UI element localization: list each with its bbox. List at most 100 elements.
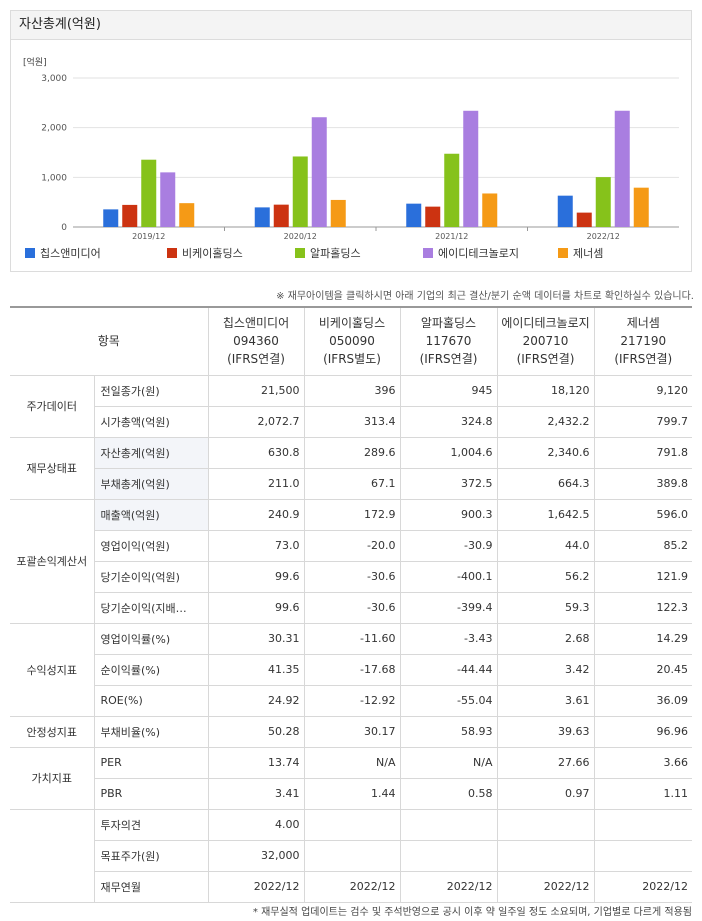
value-cell: 1.11 [594, 778, 692, 810]
company-basis: (IFRS별도) [323, 352, 381, 367]
value-cell: 24.92 [208, 685, 305, 717]
value-cell: N/A [304, 747, 401, 779]
value-cell: -30.6 [304, 592, 401, 624]
value-cell: -400.1 [400, 561, 498, 593]
legend-swatch [167, 248, 177, 258]
asset-bar-chart: [억원] 0 1,000 2,000 3,000 2019/12 2020/12 2021/1… [23, 56, 679, 260]
bar [425, 206, 441, 227]
company-header[interactable]: 제너셈 217190 (IFRS연결) [594, 307, 692, 376]
value-cell: 9,120 [594, 375, 692, 407]
legend-swatch [558, 248, 568, 258]
value-cell: 372.5 [400, 468, 498, 500]
item-label[interactable]: PER [94, 747, 209, 779]
table-row: 부채총계(억원) 211.0 67.1 372.5 664.3 389.8 [10, 468, 692, 500]
value-cell: 0.97 [497, 778, 595, 810]
value-cell: 3.66 [594, 747, 692, 779]
value-cell: 211.0 [208, 468, 305, 500]
table-row: PBR 3.41 1.44 0.58 0.97 1.11 [10, 778, 692, 810]
category-cell: 재무상태표 [10, 437, 95, 500]
table-header-row: 항목 칩스앤미디어 094360 (IFRS연결) 비케이홀딩스 050090 (IFRS… [10, 307, 692, 376]
value-cell: 3.41 [208, 778, 305, 810]
x-tick-label: 2022/12 [587, 232, 620, 241]
item-label[interactable]: 영업이익(억원) [94, 530, 209, 562]
item-label[interactable]: 목표주가(원) [94, 840, 209, 872]
value-cell: 122.3 [594, 592, 692, 624]
company-basis: (IFRS연결) [227, 352, 285, 367]
table-row: 영업이익(억원) 73.0 -20.0 -30.9 44.0 85.2 [10, 530, 692, 562]
value-cell: 2,072.7 [208, 406, 305, 438]
value-cell: 630.8 [208, 437, 305, 469]
company-header[interactable]: 칩스앤미디어 094360 (IFRS연결) [208, 307, 305, 376]
item-label[interactable]: 시가총액(억원) [94, 406, 209, 438]
bar [633, 187, 649, 227]
item-label[interactable]: ROE(%) [94, 685, 209, 717]
table-row: 재무상태표 자산총계(억원) 630.8 289.6 1,004.6 2,340.6 791… [10, 437, 692, 500]
chart-title: 자산총계(억원) [11, 11, 691, 40]
item-label[interactable]: 투자의견 [94, 809, 209, 841]
item-label[interactable]: 부채비율(%) [94, 716, 209, 748]
category-cell [10, 809, 95, 903]
bar [122, 204, 138, 227]
item-label[interactable]: 재무연월 [94, 871, 209, 903]
item-label[interactable]: 전일종가(원) [94, 375, 209, 407]
legend-swatch [423, 248, 433, 258]
value-cell: 30.17 [304, 716, 401, 748]
table-row: 가치지표 PER 13.74 N/A N/A 27.66 3.66 [10, 747, 692, 810]
item-label[interactable]: 당기순이익(지배… [94, 592, 209, 624]
value-cell: -55.04 [400, 685, 498, 717]
table-row: 투자의견 4.00 [10, 809, 692, 903]
value-cell: 799.7 [594, 406, 692, 438]
value-cell: 32,000 [208, 840, 305, 872]
legend-label: 칩스앤미디어 [40, 247, 101, 260]
value-cell: 289.6 [304, 437, 401, 469]
bar [482, 193, 498, 227]
table-row: 재무연월 2022/12 2022/12 2022/12 2022/12 2022/12 [10, 871, 692, 903]
company-header[interactable]: 에이디테크놀로지 200710 (IFRS연결) [497, 307, 595, 376]
value-cell: 0.58 [400, 778, 498, 810]
item-label[interactable]: 부채총계(억원) [94, 468, 209, 500]
company-code: 050090 [329, 334, 375, 349]
value-cell: 30.31 [208, 623, 305, 655]
value-cell: 99.6 [208, 561, 305, 593]
value-cell: -11.60 [304, 623, 401, 655]
value-cell: 44.0 [497, 530, 595, 562]
value-cell: 945 [400, 375, 498, 407]
value-cell: 1.44 [304, 778, 401, 810]
item-label[interactable]: 매출액(억원) [94, 499, 209, 531]
value-cell: -3.43 [400, 623, 498, 655]
value-cell: 67.1 [304, 468, 401, 500]
value-cell: -20.0 [304, 530, 401, 562]
item-label[interactable]: 영업이익률(%) [94, 623, 209, 655]
table-row: ROE(%) 24.92 -12.92 -55.04 3.61 36.09 [10, 685, 692, 717]
item-label[interactable]: 순이익률(%) [94, 654, 209, 686]
value-cell: 59.3 [497, 592, 595, 624]
value-cell: 99.6 [208, 592, 305, 624]
table-row: 당기순이익(억원) 99.6 -30.6 -400.1 56.2 121.9 [10, 561, 692, 593]
company-header[interactable]: 비케이홀딩스 050090 (IFRS별도) [304, 307, 401, 376]
value-cell: 2,432.2 [497, 406, 595, 438]
bar [614, 110, 630, 227]
legend-label: 제너셈 [573, 247, 603, 260]
item-label[interactable]: PBR [94, 778, 209, 810]
value-cell: 50.28 [208, 716, 305, 748]
item-label[interactable]: 당기순이익(억원) [94, 561, 209, 593]
table-row: 목표주가(원) 32,000 [10, 840, 692, 872]
value-cell: 85.2 [594, 530, 692, 562]
y-tick-label: 3,000 [41, 74, 67, 84]
value-cell [497, 809, 595, 841]
value-cell [594, 809, 692, 841]
item-label[interactable]: 자산총계(억원) [94, 437, 209, 469]
bar [254, 207, 270, 227]
company-basis: (IFRS연결) [516, 352, 575, 367]
value-cell: 39.63 [497, 716, 595, 748]
value-cell: 240.9 [208, 499, 305, 531]
bar [595, 177, 611, 227]
legend-label: 알파홀딩스 [310, 246, 361, 260]
chart-panel: 자산총계(억원) [억원] 0 1,000 2,000 3,000 2019/12 2020… [10, 10, 692, 272]
bar [463, 110, 479, 227]
company-header[interactable]: 알파홀딩스 117670 (IFRS연결) [400, 307, 498, 376]
value-cell: -17.68 [304, 654, 401, 686]
value-cell: 18,120 [497, 375, 595, 407]
value-cell [594, 840, 692, 872]
bar [557, 195, 573, 227]
